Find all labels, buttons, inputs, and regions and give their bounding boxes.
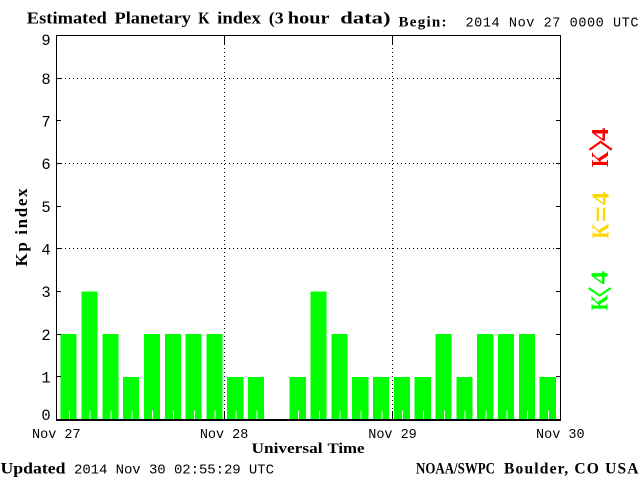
- svg-text:9: 9: [41, 32, 50, 50]
- svg-text:Kp index: Kp index: [12, 188, 31, 267]
- svg-text:4: 4: [587, 271, 614, 285]
- svg-text:4: 4: [587, 192, 614, 206]
- svg-text:4: 4: [587, 128, 614, 142]
- svg-text:data): data): [340, 9, 390, 28]
- svg-text:6: 6: [41, 156, 50, 174]
- svg-text:Begin:: Begin:: [399, 14, 447, 30]
- svg-text:3: 3: [41, 284, 50, 302]
- svg-text:4: 4: [41, 241, 50, 259]
- svg-text:Nov 30: Nov 30: [536, 428, 585, 443]
- svg-text:Updated: Updated: [1, 460, 66, 477]
- svg-text:Nov 28: Nov 28: [200, 428, 249, 443]
- svg-text:2014 Nov 27 0000 UTC: 2014 Nov 27 0000 UTC: [466, 16, 639, 31]
- svg-text:K: K: [587, 151, 614, 167]
- svg-text:2014 Nov 30 02:55:29 UTC: 2014 Nov 30 02:55:29 UTC: [74, 463, 274, 479]
- svg-text:Nov 29: Nov 29: [368, 428, 417, 443]
- svg-text:0: 0: [41, 407, 50, 425]
- svg-text:K: K: [198, 9, 209, 28]
- svg-text:Time: Time: [328, 441, 366, 457]
- svg-text:NOAA/SWPC: NOAA/SWPC: [416, 460, 495, 477]
- svg-text:Nov 27: Nov 27: [32, 428, 81, 443]
- svg-text:index: index: [217, 9, 261, 28]
- svg-text:8: 8: [41, 71, 50, 89]
- svg-text:Planetary: Planetary: [115, 9, 192, 28]
- svg-text:7: 7: [41, 113, 50, 131]
- svg-text:K: K: [587, 295, 614, 311]
- svg-text:Estimated: Estimated: [27, 9, 107, 28]
- svg-text:K: K: [587, 223, 614, 239]
- svg-text:1: 1: [41, 369, 50, 387]
- svg-text:5: 5: [41, 199, 50, 217]
- svg-text:Boulder, CO USA: Boulder, CO USA: [504, 460, 639, 477]
- svg-text:Universal: Universal: [252, 441, 323, 457]
- svg-text:(3: (3: [269, 9, 284, 28]
- svg-text:2: 2: [41, 327, 50, 345]
- svg-text:hour: hour: [288, 9, 330, 28]
